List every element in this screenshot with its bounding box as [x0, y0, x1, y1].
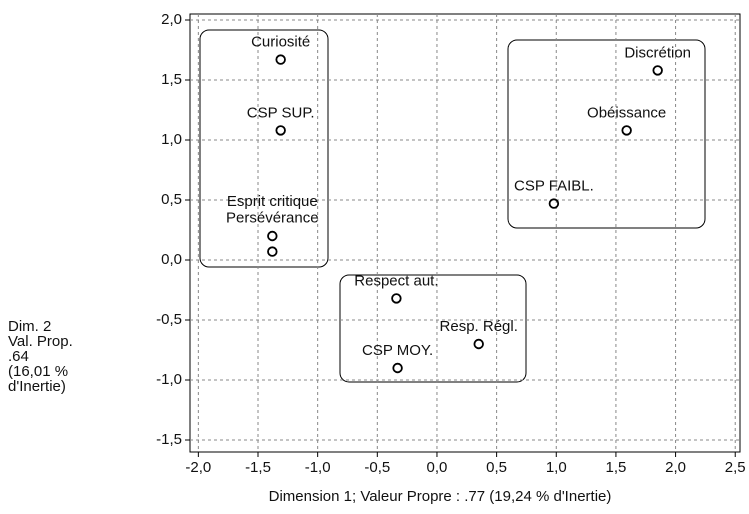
- x-tick-label: -1,0: [305, 459, 331, 476]
- point: [391, 293, 402, 304]
- x-tick-label: 0,0: [427, 459, 448, 476]
- group-box: [339, 274, 527, 383]
- y-axis-label: .64: [8, 348, 29, 365]
- point-label: CSP MOY.: [362, 342, 433, 359]
- y-tick-label: 0,0: [161, 251, 182, 268]
- y-tick-label: 1,5: [161, 71, 182, 88]
- x-tick-label: 1,5: [605, 459, 626, 476]
- point: [267, 230, 278, 242]
- group-box: [507, 39, 706, 229]
- point: [392, 362, 403, 374]
- point: [548, 198, 560, 209]
- y-tick-label: 2,0: [161, 11, 182, 28]
- x-tick-label: 0,5: [486, 459, 507, 476]
- x-axis-label: Dimension 1; Valeur Propre : .77 (19,24 …: [269, 488, 612, 505]
- point-label: Obéissance: [587, 104, 666, 121]
- x-tick-label: -1,5: [245, 459, 271, 476]
- point-label: Persévérance: [226, 210, 319, 227]
- point-label: Curiosité: [251, 34, 310, 51]
- y-tick-label: -1,5: [156, 431, 182, 448]
- x-tick-label: 2,0: [665, 459, 686, 476]
- point-label: Discrétion: [624, 44, 691, 61]
- point: [275, 54, 286, 65]
- point-label: Respect aut.: [354, 272, 438, 289]
- point: [473, 338, 484, 350]
- y-axis-label: Dim. 2: [8, 318, 51, 335]
- y-tick-label: -1,0: [156, 371, 182, 388]
- y-axis-label: (16,01 %: [8, 363, 68, 380]
- plot-frame: [189, 13, 741, 453]
- point-label: Esprit critique: [227, 193, 318, 210]
- x-tick-label: 1,0: [546, 459, 567, 476]
- x-tick-label: -2,0: [185, 459, 211, 476]
- group-box: [199, 29, 329, 268]
- y-axis-label: Val. Prop.: [8, 333, 73, 350]
- point: [275, 125, 286, 136]
- x-tick-label: 2,5: [725, 459, 746, 476]
- point: [267, 246, 278, 257]
- point: [652, 65, 663, 76]
- x-tick-label: -0,5: [364, 459, 390, 476]
- point: [621, 125, 632, 136]
- point-label: Resp. Régl.: [440, 318, 518, 335]
- y-tick-label: 1,0: [161, 131, 182, 148]
- y-tick-label: 0,5: [161, 191, 182, 208]
- point-label: CSP SUP.: [247, 104, 315, 121]
- y-tick-label: -0,5: [156, 311, 182, 328]
- y-axis-label: d'Inertie): [8, 378, 66, 395]
- point-label: CSP FAIBL.: [514, 178, 594, 195]
